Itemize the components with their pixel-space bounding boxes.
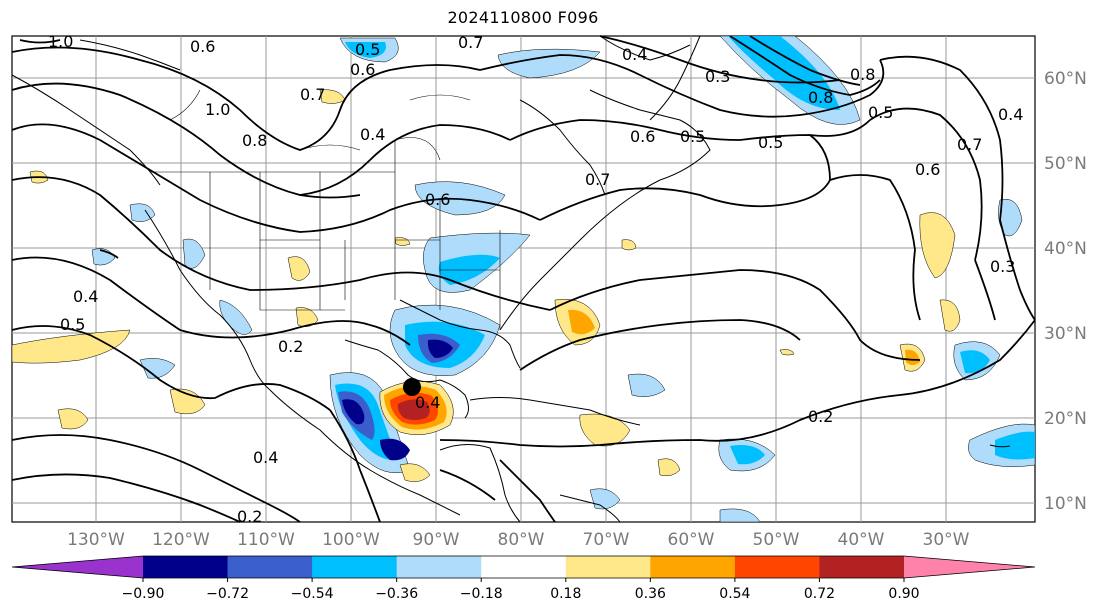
contour-label: 0.4 — [253, 448, 278, 467]
contour-label: 0.6 — [425, 190, 450, 209]
contour-label: 0.5 — [868, 103, 893, 122]
colorbar-extend-low — [12, 556, 143, 578]
graticule — [12, 36, 1035, 522]
lat-label: 50°N — [1044, 154, 1087, 174]
contour-label: 0.6 — [350, 60, 375, 79]
contour-label: 0.7 — [300, 85, 325, 104]
colorbar: −0.90 −0.72 −0.54 −0.36 −0.18 0.18 0.36 0.54 0.7… — [11, 555, 1036, 602]
contour-label: 0.4 — [73, 287, 98, 306]
colorbar-segment — [227, 556, 313, 578]
colorbar-segment — [565, 556, 651, 578]
state-borders — [150, 89, 501, 330]
contour-label: 0.4 — [360, 125, 385, 144]
coastlines — [11, 35, 1011, 523]
contour-lines — [11, 35, 1036, 523]
shaded-anomalies — [11, 35, 1036, 523]
colorbar-tick-label: −0.36 — [375, 586, 418, 602]
colorbar-tick-label: −0.18 — [460, 586, 503, 602]
contour-label: 0.8 — [242, 131, 267, 150]
latitude-labels: 60°N 50°N 40°N 30°N 20°N 10°N — [1044, 69, 1087, 514]
colorbar-segment — [734, 556, 820, 578]
lon-label: 130°W — [67, 530, 125, 550]
colorbar-tick-label: 0.90 — [888, 586, 919, 602]
colorbar-tick-label: −0.90 — [122, 586, 165, 602]
lon-label: 30°W — [923, 530, 970, 550]
lon-label: 120°W — [152, 530, 210, 550]
colorbar-segment — [819, 556, 905, 578]
colorbar-segment — [312, 556, 398, 578]
lon-label: 80°W — [498, 530, 545, 550]
contour-label-group: 1.0 0.8 0.5 0.6 0.7 0.4 0.3 1.0 0.8 0.5 … — [48, 32, 1023, 526]
contour-label: 0.5 — [60, 315, 85, 334]
lon-label: 40°W — [838, 530, 885, 550]
contour-label: 0.8 — [808, 88, 833, 107]
contour-label: 0.4 — [415, 393, 440, 412]
contour-label: 1.0 — [205, 100, 230, 119]
contour-label: 0.4 — [622, 45, 647, 64]
contour-label: 0.7 — [585, 170, 610, 189]
colorbar-tick-label: −0.72 — [206, 586, 249, 602]
contour-label: 0.6 — [915, 160, 940, 179]
colorbar-tick-label: 0.54 — [719, 586, 750, 602]
contour-label: 0.6 — [190, 37, 215, 56]
colorbar-extend-high — [904, 556, 1035, 578]
contour-label: 0.2 — [278, 337, 303, 356]
longitude-labels: 130°W 120°W 110°W 100°W 90°W 80°W 70°W 6… — [67, 530, 970, 550]
lon-label: 60°W — [668, 530, 715, 550]
contour-label: 1.0 — [48, 32, 73, 51]
contour-label: 0.3 — [990, 257, 1015, 276]
lat-label: 40°N — [1044, 239, 1087, 259]
contour-label: 0.5 — [758, 133, 783, 152]
lon-label: 90°W — [413, 530, 460, 550]
colorbar-segment — [143, 556, 229, 578]
contour-label: 0.8 — [850, 65, 875, 84]
colorbar-segment — [396, 556, 482, 578]
contour-label: 0.7 — [957, 135, 982, 154]
colorbar-segment — [481, 556, 567, 578]
map-panel — [11, 35, 1036, 523]
colorbar-tick-label: 0.36 — [635, 586, 666, 602]
lat-label: 10°N — [1044, 494, 1087, 514]
storm-center-marker — [403, 378, 421, 396]
lon-label: 50°W — [753, 530, 800, 550]
lat-label: 60°N — [1044, 69, 1087, 89]
contour-label: 0.5 — [355, 40, 380, 59]
colorbar-tick-label: 0.72 — [804, 586, 835, 602]
contour-label: 0.4 — [998, 105, 1023, 124]
contour-label: 0.2 — [237, 507, 262, 526]
colorbar-tick-label: 0.18 — [550, 586, 581, 602]
colorbar-segment — [650, 556, 736, 578]
lat-label: 30°N — [1044, 324, 1087, 344]
lon-label: 70°W — [583, 530, 630, 550]
contour-label: 0.5 — [680, 127, 705, 146]
lon-label: 110°W — [237, 530, 295, 550]
lon-label: 100°W — [322, 530, 380, 550]
lat-label: 20°N — [1044, 409, 1087, 429]
contour-label: 0.2 — [808, 407, 833, 426]
contour-label: 0.3 — [705, 67, 730, 86]
colorbar-tick-label: −0.54 — [291, 586, 334, 602]
contour-label: 0.6 — [630, 127, 655, 146]
contour-label: 0.7 — [458, 33, 483, 52]
map-title: 2024110800 F096 — [447, 8, 599, 27]
